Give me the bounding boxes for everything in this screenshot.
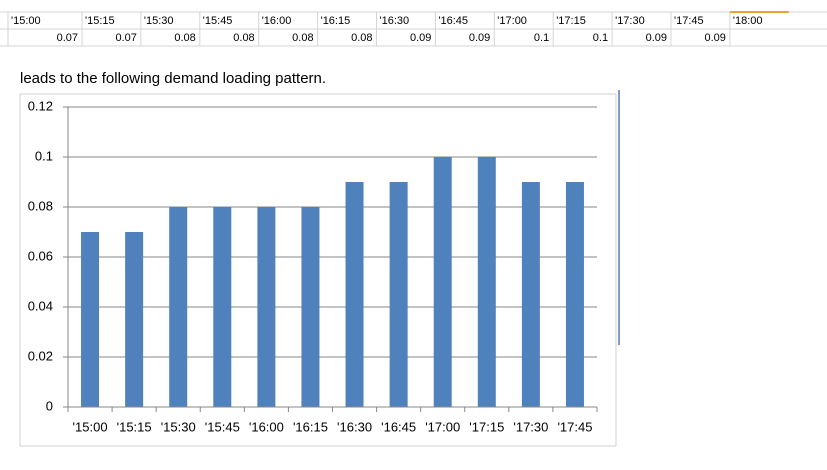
- header-cell: '15:15: [85, 15, 115, 27]
- value-cell: 0.08: [351, 32, 372, 44]
- header-cell: '15:45: [203, 15, 233, 27]
- x-tick-label: '15:15: [117, 419, 152, 434]
- value-cell: 0.07: [115, 32, 136, 44]
- header-cell: '17:45: [674, 15, 704, 27]
- value-cell: 0.08: [174, 32, 195, 44]
- y-tick-label: 0.04: [28, 298, 53, 313]
- value-cell: 0.07: [57, 32, 78, 44]
- bar: [389, 182, 408, 407]
- y-tick-label: 0.1: [35, 148, 53, 163]
- value-cell: 0.09: [646, 32, 667, 44]
- value-cell: 0.09: [410, 32, 431, 44]
- x-tick-label: '15:30: [161, 419, 196, 434]
- x-tick-label: '17:15: [469, 419, 504, 434]
- x-tick-label: '17:30: [513, 419, 548, 434]
- header-cell: '16:00: [262, 15, 292, 27]
- y-tick-label: 0.06: [28, 248, 53, 263]
- bar: [521, 182, 540, 407]
- value-cell: 0.1: [534, 32, 549, 44]
- value-cell: 0.09: [704, 32, 725, 44]
- bar: [345, 182, 364, 407]
- bar: [477, 157, 496, 407]
- x-tick-label: '16:30: [337, 419, 372, 434]
- header-cell: '17:15: [556, 15, 586, 27]
- bar: [433, 157, 452, 407]
- y-tick-label: 0.02: [28, 348, 53, 363]
- value-cell: 0.08: [292, 32, 313, 44]
- header-cell: '17:30: [615, 15, 645, 27]
- y-tick-label: 0.12: [28, 98, 53, 113]
- value-cell: 0.08: [233, 32, 254, 44]
- x-tick-label: '17:00: [425, 419, 460, 434]
- header-cell: '18:00: [733, 15, 763, 27]
- header-cell: '16:30: [380, 15, 410, 27]
- x-tick-label: '15:45: [205, 419, 240, 434]
- bar: [257, 207, 276, 407]
- bar: [301, 207, 320, 407]
- y-tick-label: 0: [46, 398, 53, 413]
- header-cell: '17:00: [497, 15, 527, 27]
- header-cell: '16:15: [321, 15, 351, 27]
- value-cell: 0.09: [469, 32, 490, 44]
- bar: [213, 207, 232, 407]
- header-cell: '15:30: [144, 15, 174, 27]
- x-tick-label: '15:00: [73, 419, 108, 434]
- x-tick-label: '16:15: [293, 419, 328, 434]
- paragraph: leads to the following demand loading pa…: [20, 70, 326, 87]
- header-cell: '16:45: [438, 15, 468, 27]
- y-tick-label: 0.08: [28, 198, 53, 213]
- bar: [169, 207, 188, 407]
- x-tick-label: '17:45: [557, 419, 592, 434]
- header-cell: '15:00: [11, 15, 41, 27]
- x-tick-label: '16:45: [381, 419, 416, 434]
- bar: [565, 182, 584, 407]
- bar: [125, 232, 144, 407]
- bar: [81, 232, 100, 407]
- value-cell: 0.1: [593, 32, 608, 44]
- x-tick-label: '16:00: [249, 419, 284, 434]
